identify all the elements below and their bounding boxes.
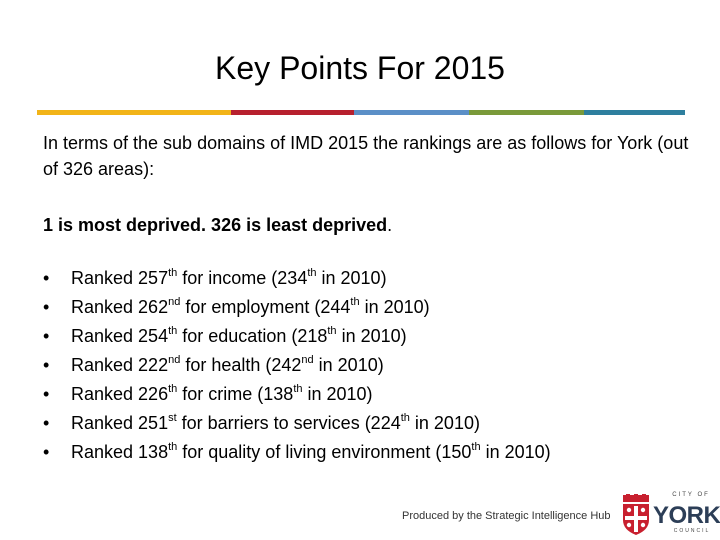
bullet: • [43, 326, 50, 346]
list-item: • Ranked 257th for income (234th in 2010) [43, 264, 683, 293]
deprivation-scale-text: 1 is most deprived. 326 is least deprive… [43, 215, 388, 235]
divider-segment [469, 110, 584, 115]
footer-credit: Produced by the Strategic Intelligence H… [402, 510, 611, 522]
list-item: • Ranked 222nd for health (242nd in 2010) [43, 351, 683, 380]
slide-title: Key Points For 2015 [215, 50, 505, 86]
logo-council: COUNCIL [673, 528, 711, 534]
bullet: • [43, 442, 50, 462]
york-crest-icon [623, 494, 649, 535]
list-item: • Ranked 262nd for employment (244th in 2… [43, 293, 683, 322]
bullet: • [43, 355, 50, 375]
divider-segment [37, 110, 231, 115]
logo-york: YORK [653, 502, 720, 529]
rankings-list: • Ranked 257th for income (234th in 2010)… [43, 264, 683, 467]
deprivation-scale-period: . [387, 215, 393, 235]
bullet: • [43, 413, 50, 433]
deprivation-scale-note: 1 is most deprived. 326 is least deprive… [43, 212, 693, 238]
divider-segment [354, 110, 469, 115]
logo-city-of: CITY OF [672, 492, 710, 498]
color-divider [37, 110, 685, 115]
divider-segment [584, 110, 685, 115]
bullet: • [43, 297, 50, 317]
list-item: • Ranked 226th for crime (138th in 2010) [43, 380, 683, 409]
divider-segment [231, 110, 354, 115]
bullet: • [43, 384, 50, 404]
city-of-york-logo: CITY OF YORK COUNCIL [620, 492, 720, 538]
intro-paragraph: In terms of the sub domains of IMD 2015 … [43, 133, 689, 179]
list-item: • Ranked 138th for quality of living envi… [43, 438, 683, 467]
list-item: • Ranked 251st for barriers to services (… [43, 409, 683, 438]
bullet: • [43, 268, 50, 288]
list-item: • Ranked 254th for education (218th in 20… [43, 322, 683, 351]
